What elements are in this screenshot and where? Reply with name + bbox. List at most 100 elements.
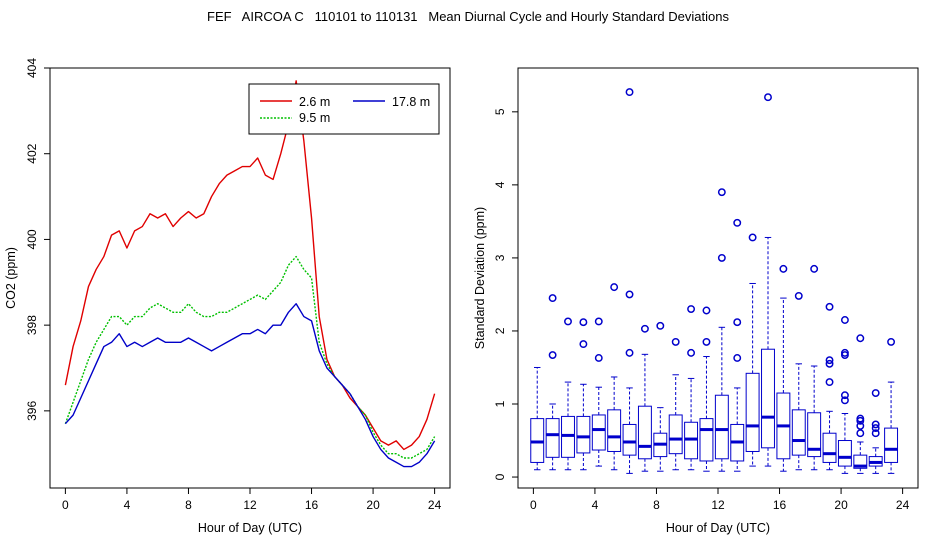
box-iqr: [622, 423, 637, 456]
box-iqr: [699, 418, 714, 462]
box-hour-14: [745, 233, 760, 467]
right-x-tick-label: 8: [653, 498, 660, 512]
left-y-tick-label: 402: [25, 143, 39, 163]
box-outlier-point: [564, 317, 572, 326]
legend-label-2-6m: 2.6 m: [299, 95, 330, 109]
box-iqr: [791, 409, 806, 456]
box-outlier-point: [548, 294, 557, 303]
box-hour-20: [837, 316, 852, 474]
box-hour-18: [807, 264, 822, 471]
box-outlier-point: [640, 324, 649, 333]
series-line-17-8-m: [64, 303, 436, 468]
box-hour-6: [622, 88, 637, 474]
mean-diurnal-cycle-plot: 0 4 8 12 16 20 24 396 398 400 402 404 Hour of Day …: [4, 58, 451, 535]
left-x-tick-label: 8: [185, 498, 192, 512]
box-hour-7: [637, 324, 652, 472]
box-outlier-point: [656, 321, 665, 330]
box-outlier-point: [625, 290, 634, 299]
right-x-tick-label: 24: [896, 498, 910, 512]
box-outlier-point: [764, 93, 772, 102]
box-outlier-point: [548, 351, 557, 360]
box-outlier-point: [671, 337, 680, 346]
right-x-axis: 0 4 8 12 16 20 24: [530, 488, 910, 512]
box-hour-9: [668, 337, 683, 471]
box-iqr: [591, 414, 606, 451]
box-iqr: [576, 415, 591, 454]
box-outlier-point: [794, 291, 803, 300]
left-y-tick-label: 396: [25, 401, 39, 421]
box-iqr: [822, 432, 837, 463]
right-y-tick-label: 5: [493, 108, 507, 115]
box-hour-16: [776, 264, 791, 472]
box-outlier-point: [717, 188, 726, 197]
box-outlier-point: [687, 305, 696, 313]
left-x-tick-label: 12: [243, 498, 257, 512]
left-y-tick-label: 400: [25, 229, 39, 249]
box-outlier-point: [825, 378, 834, 387]
figure-title: FEF AIRCOA C 110101 to 110131 Mean Diurn…: [207, 9, 729, 24]
box-outlier-point: [825, 356, 834, 365]
right-x-tick-label: 16: [773, 498, 787, 512]
box-outlier-point: [810, 264, 819, 273]
left-y-tick-label: 398: [25, 315, 39, 335]
box-outlier-point: [702, 306, 711, 315]
left-x-tick-label: 16: [305, 498, 319, 512]
left-y-tick-label: 404: [25, 58, 39, 78]
box-outlier-point: [871, 420, 880, 429]
box-hour-19: [822, 302, 837, 471]
series-line-9-5-m: [64, 255, 436, 459]
left-y-axis-label: CO2 (ppm): [4, 247, 18, 309]
box-outlier-point: [856, 421, 865, 430]
right-x-axis-label: Hour of Day (UTC): [666, 521, 770, 535]
box-outlier-point: [733, 218, 742, 227]
box-hour-5: [607, 283, 622, 471]
right-x-tick-label: 12: [711, 498, 725, 512]
box-hour-15: [761, 93, 775, 467]
box-outlier-point: [887, 337, 896, 346]
box-iqr: [637, 405, 652, 460]
right-y-axis-label: Standard Deviation (ppm): [473, 207, 487, 349]
box-hour-12: [714, 188, 729, 472]
left-x-axis: 0 4 8 12 16 20 24: [62, 488, 442, 512]
box-hour-3: [576, 318, 591, 471]
box-iqr: [607, 409, 622, 452]
box-hour-17: [791, 291, 806, 471]
box-iqr: [884, 427, 899, 463]
box-outlier-point: [840, 391, 849, 400]
box-outlier-point: [748, 233, 757, 242]
right-x-tick-label: 0: [530, 498, 537, 512]
box-outlier-point: [840, 396, 849, 405]
box-outlier-point: [594, 354, 603, 362]
box-hour-4: [591, 317, 606, 467]
box-outlier-point: [594, 317, 603, 326]
box-outlier-point: [702, 337, 711, 346]
right-boxes: [530, 88, 899, 474]
left-x-tick-label: 0: [62, 498, 69, 512]
legend-label-17-8m: 17.8 m: [392, 95, 430, 109]
box-outlier-point: [856, 414, 865, 423]
right-x-tick-label: 4: [592, 498, 599, 512]
left-x-tick-label: 4: [124, 498, 131, 512]
box-outlier-point: [825, 302, 834, 311]
box-hour-1: [545, 294, 560, 471]
box-hour-21: [853, 334, 868, 474]
box-iqr: [807, 412, 822, 458]
box-outlier-point: [840, 348, 849, 357]
right-x-tick-label: 20: [834, 498, 848, 512]
right-y-tick-label: 2: [493, 327, 507, 334]
box-outlier-point: [871, 429, 880, 438]
box-outlier-point: [625, 88, 634, 97]
box-hour-10: [684, 305, 699, 471]
right-y-tick-label: 1: [493, 400, 507, 407]
box-outlier-point: [779, 264, 788, 273]
right-y-tick-label: 3: [493, 254, 507, 261]
box-outlier-point: [717, 253, 726, 262]
left-x-tick-label: 24: [428, 498, 442, 512]
box-hour-22: [868, 389, 883, 474]
legend: 2.6 m 9.5 m 17.8 m: [248, 83, 440, 135]
box-outlier-point: [825, 359, 834, 368]
box-hour-11: [699, 306, 714, 472]
box-outlier-point: [579, 318, 588, 327]
right-y-axis: 0 1 2 3 4 5: [493, 108, 518, 480]
